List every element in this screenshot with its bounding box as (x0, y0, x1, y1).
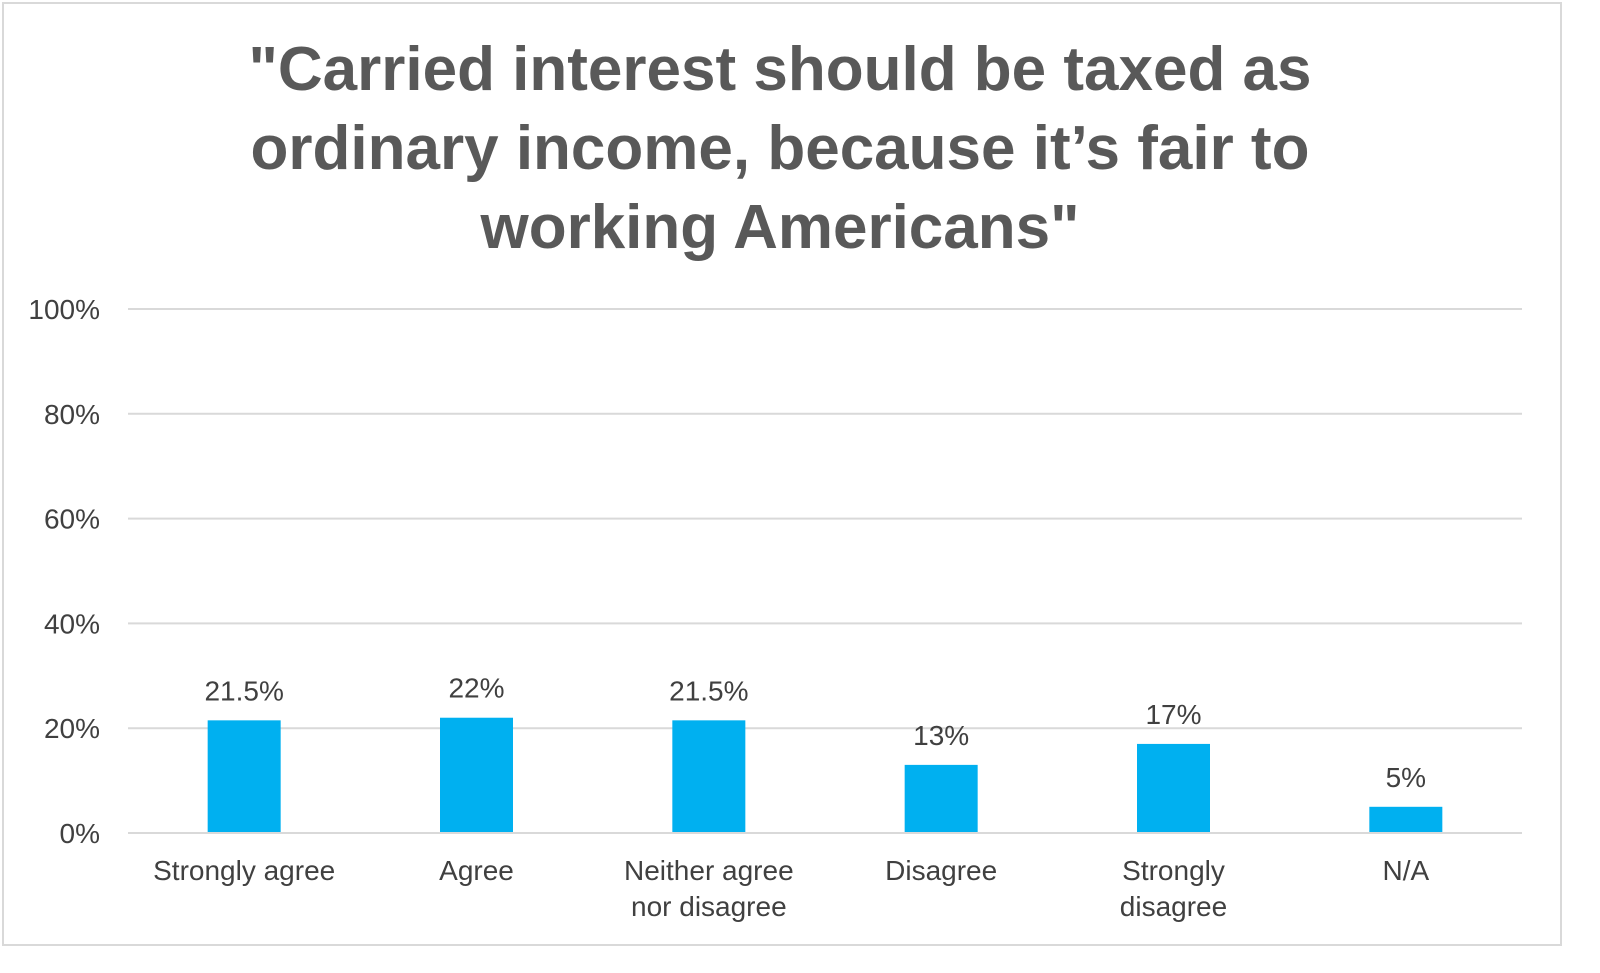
y-tick-label: 0% (60, 818, 100, 849)
gridlines (128, 308, 1522, 834)
category-label: Disagree (885, 855, 997, 886)
chart-title-line-1: "Carried interest should be taxed as (248, 35, 1312, 104)
y-tick-label: 100% (28, 294, 100, 325)
category-label-line: Disagree (885, 855, 997, 886)
bar (904, 764, 978, 833)
bar (1369, 806, 1443, 833)
bar (440, 717, 513, 833)
category-label-line: Strongly agree (153, 855, 335, 886)
y-tick-label: 80% (44, 399, 100, 430)
data-label: 21.5% (669, 675, 748, 706)
data-label: 5% (1386, 762, 1426, 793)
y-tick-label: 40% (44, 608, 100, 639)
y-tick-label: 20% (44, 713, 100, 744)
category-label-line: Agree (439, 855, 514, 886)
data-label: 21.5% (204, 675, 283, 706)
category-label-line: nor disagree (631, 891, 787, 922)
y-axis-tick-labels: 0% 20% 40% 60% 80% 100% (28, 294, 100, 849)
category-label-line: disagree (1120, 891, 1227, 922)
chart-title-line-2: ordinary income, because it’s fair to (250, 114, 1310, 183)
category-label: Neither agree nor disagree (624, 855, 794, 922)
bar (672, 720, 746, 833)
category-label: Agree (439, 855, 514, 886)
category-label: Strongly agree (153, 855, 335, 886)
data-label: 13% (913, 720, 969, 751)
category-label: N/A (1382, 855, 1429, 886)
category-label-line: Neither agree (624, 855, 794, 886)
chart-title-line-3: working Americans" (480, 193, 1080, 262)
chart-title: "Carried interest should be taxed as ord… (160, 30, 1400, 267)
data-labels: 21.5% 22% 21.5% 13% 17% 5% (204, 673, 1426, 793)
bars (207, 717, 1443, 833)
y-tick-label: 60% (44, 504, 100, 535)
data-label: 17% (1145, 699, 1201, 730)
bar (207, 720, 281, 833)
data-label: 22% (448, 673, 504, 704)
bar (1137, 743, 1210, 833)
category-label-line: Strongly (1122, 855, 1225, 886)
category-label-line: N/A (1382, 855, 1429, 886)
category-labels: Strongly agree Agree Neither agree nor disa… (153, 855, 1429, 922)
category-label: Strongly disagree (1120, 855, 1227, 922)
